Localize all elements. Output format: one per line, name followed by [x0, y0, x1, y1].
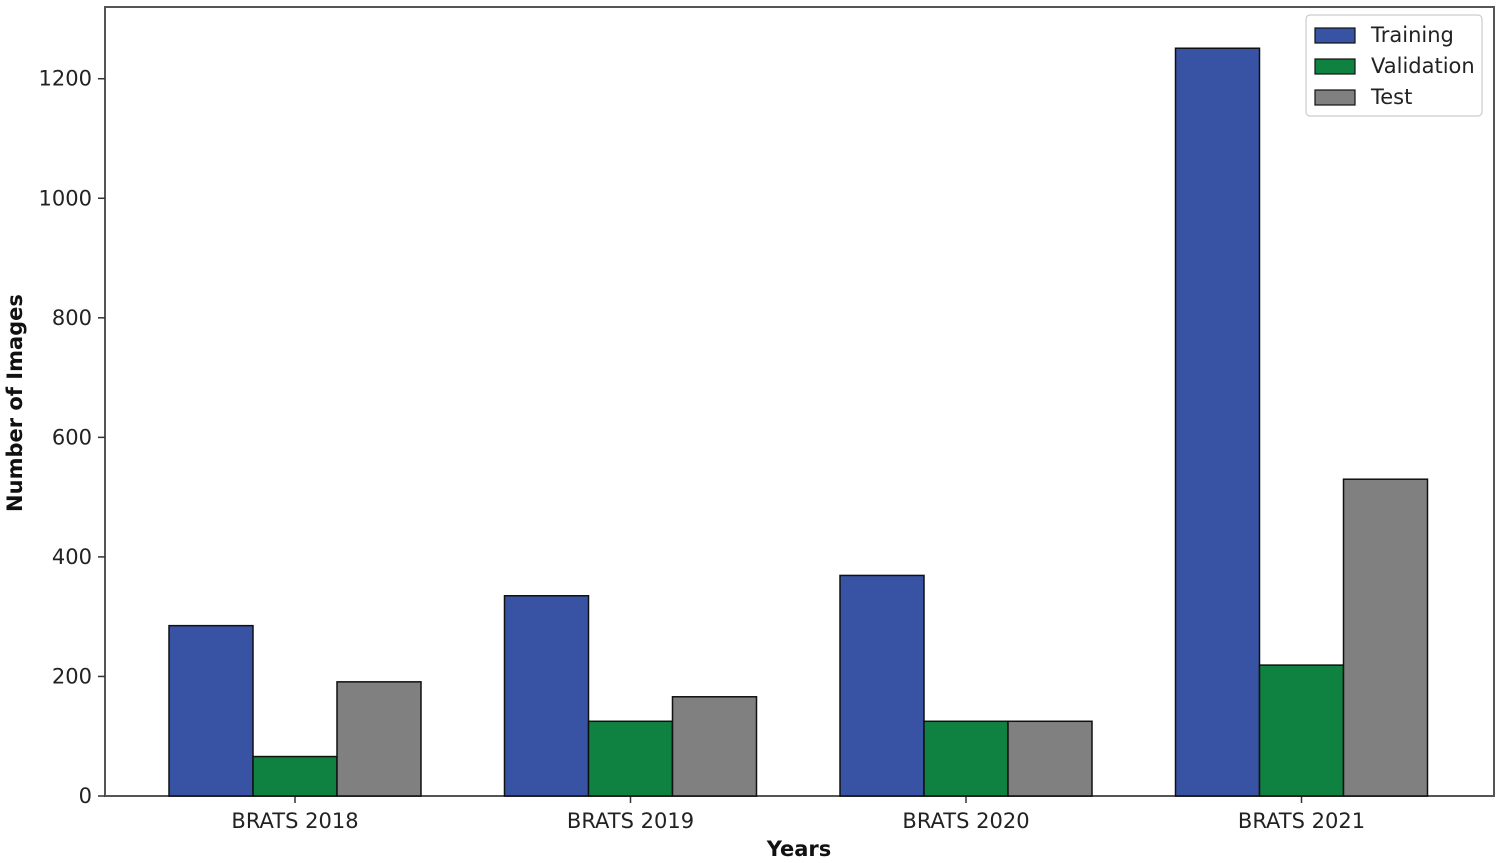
bar-test-brats-2018	[336, 681, 422, 797]
legend-label-test: Test	[1370, 85, 1412, 109]
plot-border	[104, 6, 1495, 797]
bars	[168, 47, 1429, 797]
bar-training-brats-2020	[839, 574, 925, 797]
bar-training-brats-2018	[168, 624, 254, 797]
x-tick-label: BRATS 2018	[231, 809, 358, 833]
legend-swatch-training	[1314, 27, 1356, 44]
x-axis: BRATS 2018 BRATS 2019 BRATS 2020 BRATS 2021	[231, 796, 1365, 833]
x-tick-label: BRATS 2019	[567, 809, 694, 833]
legend-label-validation: Validation	[1371, 54, 1475, 78]
y-tick-label: 1000	[39, 186, 92, 210]
legend-swatch-validation	[1314, 58, 1356, 75]
y-tick-label: 1200	[39, 67, 92, 91]
bar-test-brats-2019	[671, 696, 758, 797]
bar-validation-brats-2019	[587, 720, 674, 797]
y-axis: 0 200 400 600 800 1000 1200	[39, 67, 105, 808]
y-tick-label: 800	[52, 306, 92, 330]
bar-validation-brats-2021	[1258, 664, 1345, 797]
bar-training-brats-2019	[503, 595, 590, 797]
plot-frame	[104, 6, 1495, 797]
y-tick-label: 600	[52, 425, 92, 449]
legend-swatch-test	[1314, 89, 1356, 106]
x-tick-label: BRATS 2020	[902, 809, 1029, 833]
bar-test-brats-2021	[1342, 478, 1429, 797]
legend-label-training: Training	[1370, 23, 1454, 47]
y-axis-title: Number of Images	[3, 294, 27, 512]
legend: Training Validation Test	[1305, 14, 1483, 117]
bar-validation-brats-2018	[252, 755, 338, 797]
x-tick-label: BRATS 2021	[1238, 809, 1365, 833]
x-axis-title: Years	[766, 837, 832, 861]
bar-training-brats-2021	[1174, 47, 1261, 797]
bar-test-brats-2020	[1007, 720, 1093, 797]
y-tick-label: 0	[79, 784, 92, 808]
bar-validation-brats-2020	[923, 720, 1009, 797]
y-tick-label: 400	[52, 545, 92, 569]
y-tick-label: 200	[52, 664, 92, 688]
